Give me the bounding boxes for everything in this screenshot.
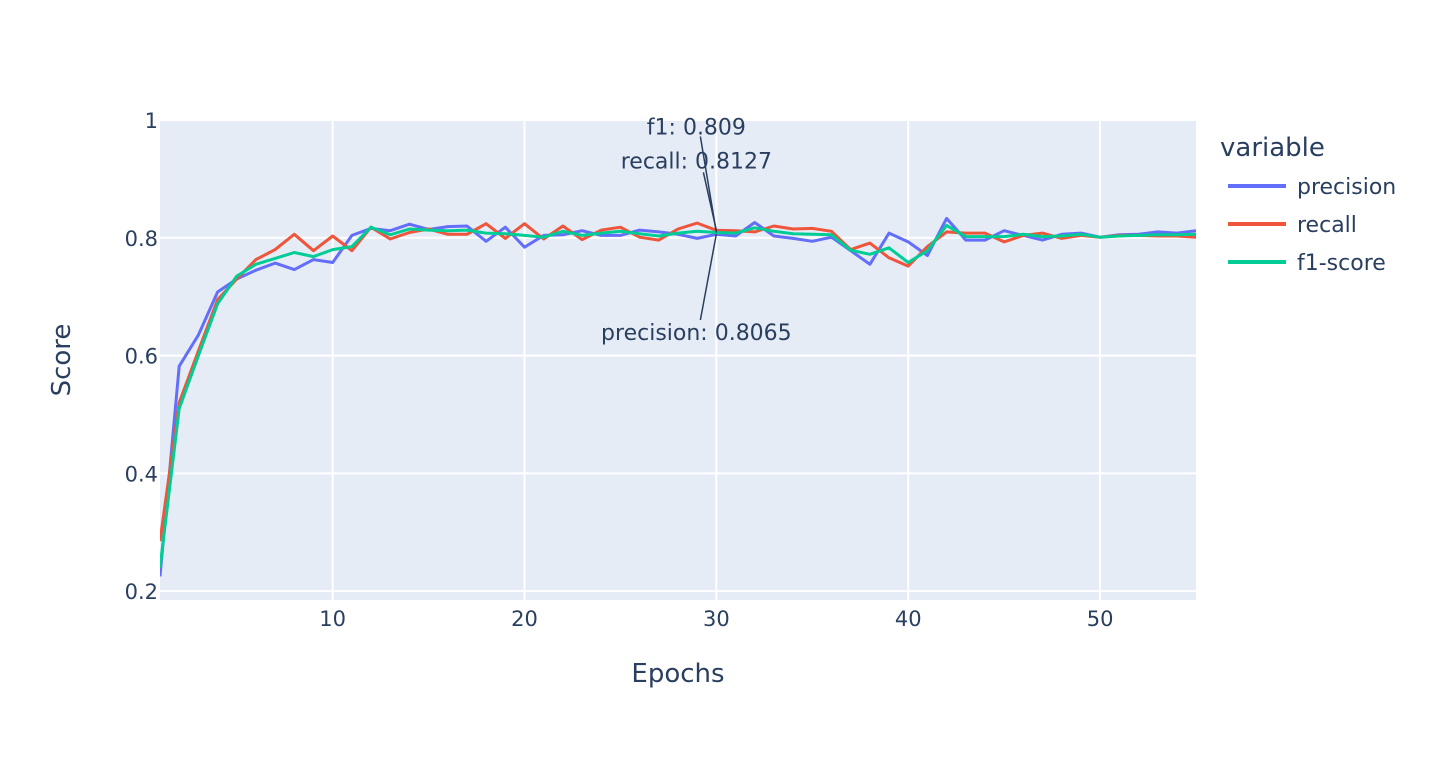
y-tick-label: 0.2: [125, 580, 158, 604]
legend-label: recall: [1297, 213, 1357, 238]
x-axis: 10 20 30 40 50: [319, 607, 1113, 631]
annotations: f1: 0.809 recall: 0.8127 precision: 0.8065: [601, 115, 792, 345]
x-axis-title: Epochs: [631, 659, 724, 689]
legend-item-recall[interactable]: recall: [1228, 213, 1357, 238]
y-tick-label: 1: [145, 109, 158, 133]
plot-background: [160, 120, 1196, 600]
legend-item-f1-score[interactable]: f1-score: [1228, 251, 1386, 276]
x-tick-label: 40: [895, 607, 922, 631]
series-line-f1-score: [160, 223, 1196, 568]
series-layer: [160, 216, 1196, 577]
x-tick-label: 20: [511, 607, 538, 631]
y-axis: 0.2 0.4 0.6 0.8 1: [125, 109, 158, 604]
y-tick-label: 0.6: [125, 345, 158, 369]
legend-label: f1-score: [1297, 251, 1386, 276]
x-tick-label: 30: [703, 607, 730, 631]
x-tick-label: 10: [319, 607, 346, 631]
legend: variable precision recall f1-score: [1220, 133, 1396, 276]
annotation-label: precision: 0.8065: [601, 321, 792, 346]
x-tick-label: 50: [1087, 607, 1114, 631]
annotation-label: recall: 0.8127: [621, 149, 772, 174]
annotation-label: f1: 0.809: [647, 115, 746, 140]
legend-title: variable: [1220, 133, 1325, 163]
y-axis-title: Score: [47, 324, 77, 397]
legend-item-precision[interactable]: precision: [1228, 175, 1396, 200]
annotation-arrow: [699, 233, 718, 321]
grid: [160, 119, 1196, 600]
y-tick-label: 0.8: [125, 227, 158, 251]
annotation-arrow: [702, 172, 718, 231]
legend-label: precision: [1297, 175, 1396, 200]
y-tick-label: 0.4: [125, 462, 158, 486]
